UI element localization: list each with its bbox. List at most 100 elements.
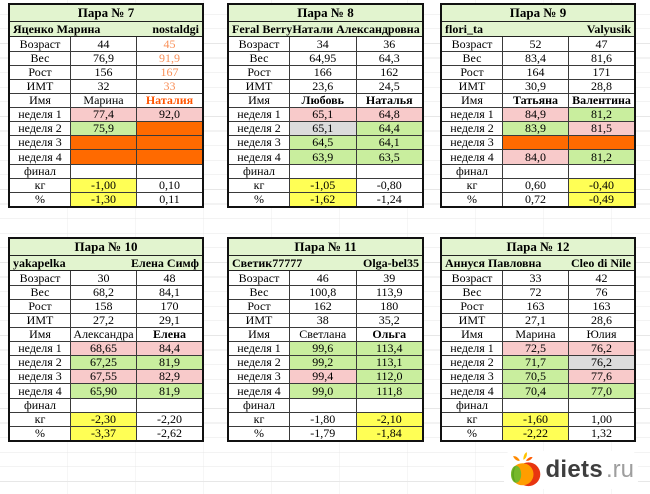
value-cell: Марина — [503, 327, 569, 342]
value-cell: 0,60 — [503, 178, 569, 192]
value-cell — [290, 398, 357, 412]
value-cell — [71, 136, 137, 150]
value-cell: 46 — [290, 271, 357, 285]
participants-row: flori_ta Valyusik — [442, 22, 634, 38]
pair-title: Пара № 7 — [10, 5, 202, 22]
value-cell: 65,1 — [290, 107, 357, 122]
value-cell: 64,8 — [356, 107, 422, 122]
row-label: Рост — [442, 299, 503, 313]
value-cell: 70,5 — [503, 369, 569, 384]
value-cell — [357, 165, 423, 178]
value-cell: 77,6 — [569, 369, 634, 384]
value-cell: 167 — [160, 64, 179, 79]
row-label: неделя 1 — [229, 107, 290, 122]
participant-left-name: Яценко Марина — [13, 22, 101, 36]
value-cell: 76,9 — [71, 51, 137, 65]
value-cell: 0,10 — [159, 177, 180, 192]
table-row: неделя 4 65,90 81,9 — [10, 384, 202, 399]
value-cell: 83,4 — [503, 51, 569, 65]
row-label: неделя 3 — [10, 369, 71, 384]
row-label: неделя 4 — [10, 384, 71, 398]
value-cell: 100,8 — [290, 285, 357, 299]
value-cell: 171 — [592, 64, 611, 79]
value-cell: 81,6 — [591, 50, 612, 65]
value-cell: Ольга — [372, 327, 407, 341]
value-cell: 30 — [71, 271, 137, 285]
value-cell: 38 — [290, 313, 357, 327]
value-cell: 42 — [595, 270, 608, 285]
value-cell: 76,2 — [569, 341, 634, 356]
row-label: Имя — [10, 93, 71, 108]
row-label: Имя — [229, 93, 290, 108]
value-cell: -2,20 — [157, 411, 182, 426]
row-label: Вес — [10, 285, 71, 299]
value-cell: 81,2 — [569, 107, 634, 122]
row-label: Рост — [10, 299, 71, 313]
table-row: неделя 4 — [10, 150, 202, 165]
row-label: Рост — [229, 65, 290, 79]
table-row: Возраст 30 48 — [10, 271, 202, 286]
table-row: Возраст 34 36 — [229, 37, 422, 52]
value-cell: 82,9 — [137, 369, 202, 384]
diets-ru-logo[interactable]: diets .ru — [504, 451, 638, 489]
row-label: Рост — [442, 65, 503, 79]
value-cell: 111,8 — [356, 384, 422, 398]
value-cell: 158 — [71, 299, 137, 313]
row-label: ИМТ — [442, 313, 503, 327]
row-label: неделя 2 — [10, 355, 71, 370]
row-label: финал — [229, 164, 290, 178]
value-cell: -0,80 — [376, 177, 402, 192]
value-cell — [137, 122, 202, 136]
table-row: неделя 1 99,6 113,4 — [229, 341, 422, 357]
row-label: неделя 4 — [442, 384, 503, 398]
table-row: неделя 2 65,1 64,4 — [229, 121, 422, 137]
participant-left-name: Feral Berry — [232, 22, 293, 36]
value-cell: 92,0 — [137, 107, 202, 122]
value-cell: 81,2 — [569, 150, 634, 164]
row-label: финал — [10, 398, 71, 412]
table-row: % -2,22 1,32 — [442, 426, 634, 440]
row-label: неделя 3 — [442, 135, 503, 150]
table-row: неделя 3 — [10, 135, 202, 151]
row-label: Вес — [10, 51, 71, 65]
value-cell: 84,9 — [503, 107, 569, 122]
table-row: Рост 158 170 — [10, 299, 202, 314]
table-row: кг -1,60 1,00 — [442, 411, 634, 427]
value-cell: 63,5 — [356, 150, 422, 164]
row-label: Имя — [442, 327, 503, 342]
pair-table: Пара № 12 Аннуся Павловна Cleo di Nile Возр… — [440, 237, 636, 442]
value-cell: 72,5 — [503, 341, 569, 356]
table-row: неделя 3 — [442, 135, 634, 151]
value-cell: 24,5 — [378, 78, 400, 93]
row-label: Вес — [442, 51, 503, 65]
row-label: Вес — [229, 51, 290, 65]
table-row: кг -2,30 -2,20 — [10, 411, 202, 427]
value-cell: -1,05 — [290, 178, 357, 192]
participant-left-name: flori_ta — [445, 22, 483, 36]
table-row: Вес 83,4 81,6 — [442, 50, 634, 66]
value-cell: 113,1 — [356, 355, 422, 370]
table-row: неделя 2 71,7 76,2 — [442, 355, 634, 371]
value-cell: 64,3 — [378, 50, 400, 65]
table-row: % -1,62 -1,24 — [229, 192, 422, 206]
value-cell: 163 — [592, 298, 611, 313]
table-row: ИМТ 38 35,2 — [229, 313, 422, 328]
table-row: % -1,79 -1,84 — [229, 426, 422, 440]
table-row: кг 0,60 -0,40 — [442, 178, 634, 193]
row-label: неделя 2 — [10, 121, 71, 136]
value-cell — [137, 150, 202, 164]
value-cell: Татьяна — [503, 93, 569, 108]
value-cell: 1,00 — [591, 411, 612, 426]
value-cell — [357, 399, 423, 412]
table-row: финал — [10, 398, 202, 413]
row-label: кг — [10, 178, 71, 192]
value-cell: Светлана — [290, 327, 357, 342]
table-row: кг -1,00 0,10 — [10, 177, 202, 193]
pair-title: Пара № 10 — [10, 239, 202, 256]
pair-table: Пара № 8 Feral Berry Натали Александровна В… — [227, 3, 424, 208]
value-cell — [137, 136, 202, 150]
value-cell: -1,80 — [290, 412, 357, 426]
participant-right-name: Елена Симф — [130, 256, 199, 270]
participant-right-name: nostaldgi — [152, 22, 199, 36]
value-cell: 84,1 — [159, 284, 180, 299]
